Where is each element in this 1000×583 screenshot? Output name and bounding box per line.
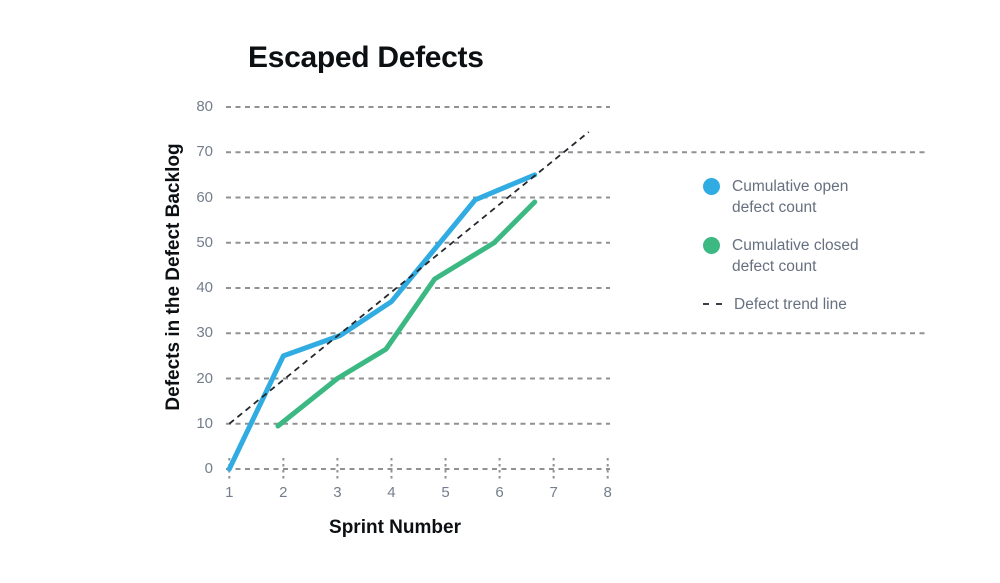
x-tick-label: 7: [549, 484, 558, 501]
y-tick-label: 20: [196, 369, 213, 387]
legend-label: Defect trend line: [734, 296, 847, 313]
y-tick-label: 10: [196, 414, 213, 432]
legend: Cumulative open defect count Cumulative …: [703, 176, 933, 315]
legend-label: Cumulative open defect count: [732, 178, 849, 216]
y-tick-label: 60: [196, 188, 213, 206]
x-tick-label: 6: [495, 484, 504, 501]
x-tick-label: 5: [441, 484, 450, 501]
legend-item-trend-line: Defect trend line: [703, 294, 933, 315]
x-tick-label: 8: [603, 484, 612, 501]
series-line: [275, 199, 538, 429]
x-tick-label: 4: [387, 484, 396, 501]
trend-dash-icon: [703, 303, 722, 305]
y-tick-label: 0: [204, 460, 213, 477]
y-tick-label: 40: [196, 279, 213, 296]
y-tick-label: 70: [196, 143, 213, 161]
series-line: [226, 172, 538, 472]
y-tick-label: 80: [196, 98, 213, 115]
legend-item-closed-defects: Cumulative closed defect count: [703, 235, 933, 277]
open-defects-dot-icon: [703, 178, 720, 195]
trend-line: [228, 131, 590, 425]
y-tick-label: 30: [196, 324, 213, 342]
x-axis-title: Sprint Number: [329, 517, 461, 538]
chart-title: Escaped Defects: [248, 41, 484, 74]
legend-item-open-defects: Cumulative open defect count: [703, 176, 933, 218]
x-tick-label: 1: [225, 484, 234, 501]
closed-defects-dot-icon: [703, 237, 720, 254]
x-tick-label: 2: [279, 484, 288, 501]
x-tick-label: 3: [333, 484, 342, 501]
y-tick-label: 50: [196, 233, 213, 251]
legend-label: Cumulative closed defect count: [732, 237, 859, 275]
